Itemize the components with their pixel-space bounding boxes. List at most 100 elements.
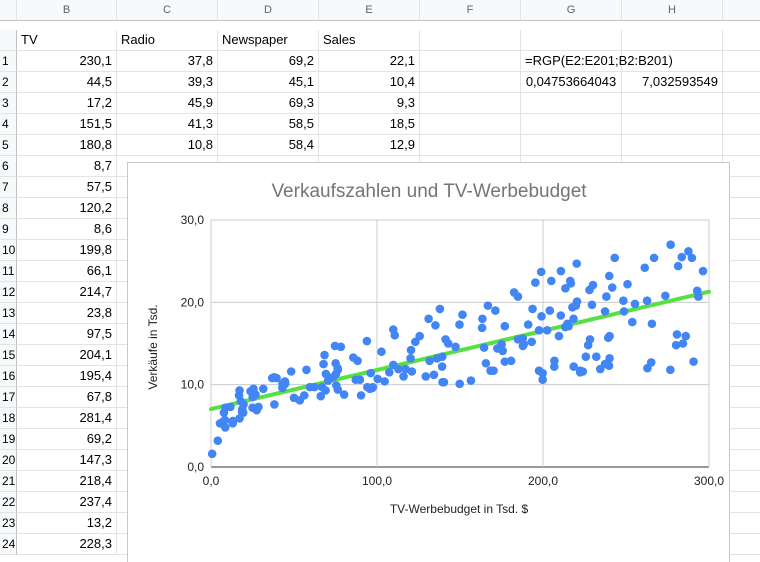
column-header-i[interactable] (723, 0, 760, 21)
cell[interactable] (723, 114, 760, 135)
column-header-c[interactable]: C (117, 0, 218, 21)
row-number[interactable]: 1 (0, 51, 17, 72)
row-number[interactable]: 6 (0, 156, 17, 177)
row-number[interactable]: 18 (0, 408, 17, 429)
cell-tv[interactable]: 23,8 (17, 303, 117, 324)
row-number[interactable]: 4 (0, 114, 17, 135)
cell[interactable] (622, 93, 723, 114)
cell[interactable] (521, 30, 622, 51)
cell[interactable] (723, 282, 760, 303)
row-number[interactable]: 13 (0, 303, 17, 324)
row-number[interactable]: 22 (0, 492, 17, 513)
row-number[interactable]: 5 (0, 135, 17, 156)
cell[interactable] (420, 93, 521, 114)
column-header-f[interactable]: F (420, 0, 521, 21)
cell-tv[interactable]: 8,6 (17, 219, 117, 240)
row-number[interactable]: 20 (0, 450, 17, 471)
row-number[interactable]: 7 (0, 177, 17, 198)
cell-tv[interactable]: 218,4 (17, 471, 117, 492)
cell[interactable] (723, 72, 760, 93)
cell[interactable] (723, 492, 760, 513)
cell[interactable] (420, 51, 521, 72)
cell[interactable] (723, 450, 760, 471)
cell-tv[interactable]: 67,8 (17, 387, 117, 408)
result-intercept-cell[interactable]: 7,032593549 (622, 72, 723, 93)
cell[interactable] (723, 429, 760, 450)
cell[interactable] (723, 51, 760, 72)
cell[interactable] (723, 366, 760, 387)
cell-tv[interactable]: 120,2 (17, 198, 117, 219)
cell-tv[interactable]: 66,1 (17, 261, 117, 282)
column-header-d[interactable]: D (218, 0, 319, 21)
cell-tv[interactable]: 199,8 (17, 240, 117, 261)
cell-sales[interactable]: 18,5 (319, 114, 420, 135)
cell[interactable] (622, 51, 723, 72)
row-number[interactable]: 19 (0, 429, 17, 450)
cell-radio[interactable]: 37,8 (117, 51, 218, 72)
cell[interactable] (723, 219, 760, 240)
cell[interactable] (521, 135, 622, 156)
cell-newspaper[interactable]: 69,2 (218, 51, 319, 72)
cell-tv[interactable]: 13,2 (17, 513, 117, 534)
cell[interactable] (622, 135, 723, 156)
cell[interactable] (723, 471, 760, 492)
cell[interactable] (723, 156, 760, 177)
column-header-a[interactable] (0, 0, 17, 21)
cell[interactable] (723, 93, 760, 114)
cell-tv[interactable]: 8,7 (17, 156, 117, 177)
cell-radio[interactable]: 39,3 (117, 72, 218, 93)
column-header-g[interactable]: G (521, 0, 622, 21)
row-number[interactable]: 15 (0, 345, 17, 366)
cell[interactable] (723, 198, 760, 219)
scatter-chart[interactable]: Verkaufszahlen und TV-Werbebudget 0,0 10,… (127, 162, 730, 562)
row-number[interactable] (0, 30, 17, 51)
row-number[interactable]: 9 (0, 219, 17, 240)
cell[interactable] (723, 324, 760, 345)
cell-sales[interactable]: 22,1 (319, 51, 420, 72)
cell-tv[interactable]: 180,8 (17, 135, 117, 156)
cell-tv[interactable]: 97,5 (17, 324, 117, 345)
cell-tv[interactable]: 204,1 (17, 345, 117, 366)
row-number[interactable]: 11 (0, 261, 17, 282)
cell-tv[interactable]: 151,5 (17, 114, 117, 135)
cell[interactable] (420, 114, 521, 135)
result-slope-cell[interactable]: 0,04753664043 (521, 72, 622, 93)
cell[interactable] (723, 303, 760, 324)
cell[interactable] (723, 177, 760, 198)
cell-newspaper[interactable]: 69,3 (218, 93, 319, 114)
cell-newspaper[interactable]: 45,1 (218, 72, 319, 93)
cell-tv[interactable]: 57,5 (17, 177, 117, 198)
column-header-b[interactable]: B (17, 0, 117, 21)
cell-tv[interactable]: 214,7 (17, 282, 117, 303)
column-header-e[interactable]: E (319, 0, 420, 21)
cell[interactable] (723, 261, 760, 282)
row-number[interactable]: 8 (0, 198, 17, 219)
cell[interactable] (521, 114, 622, 135)
cell-tv[interactable]: 281,4 (17, 408, 117, 429)
cell[interactable] (723, 513, 760, 534)
cell-tv[interactable]: 195,4 (17, 366, 117, 387)
row-number[interactable]: 14 (0, 324, 17, 345)
row-number[interactable]: 21 (0, 471, 17, 492)
row-number[interactable]: 3 (0, 93, 17, 114)
cell-radio[interactable]: 45,9 (117, 93, 218, 114)
row-number[interactable]: 23 (0, 513, 17, 534)
header-cell-newspaper[interactable]: Newspaper (218, 30, 319, 51)
cell[interactable] (723, 387, 760, 408)
cell-newspaper[interactable]: 58,5 (218, 114, 319, 135)
row-number[interactable]: 16 (0, 366, 17, 387)
cell[interactable] (420, 135, 521, 156)
cell[interactable] (420, 30, 521, 51)
cell-tv[interactable]: 230,1 (17, 51, 117, 72)
cell[interactable] (723, 534, 760, 555)
column-header-h[interactable]: H (622, 0, 723, 21)
cell-radio[interactable]: 41,3 (117, 114, 218, 135)
cell-sales[interactable]: 9,3 (319, 93, 420, 114)
header-cell-radio[interactable]: Radio (117, 30, 218, 51)
cell[interactable] (622, 114, 723, 135)
cell-tv[interactable]: 17,2 (17, 93, 117, 114)
cell[interactable] (723, 240, 760, 261)
cell-sales[interactable]: 10,4 (319, 72, 420, 93)
cell-tv[interactable]: 44,5 (17, 72, 117, 93)
cell[interactable] (723, 408, 760, 429)
